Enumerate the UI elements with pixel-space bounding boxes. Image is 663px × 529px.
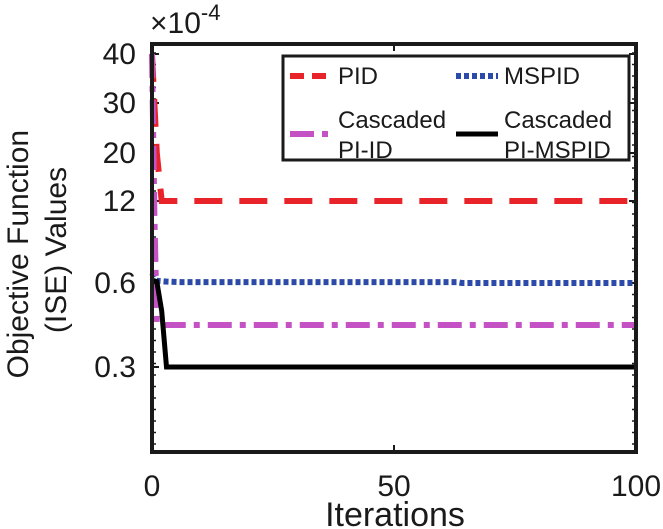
plot-frame [150, 42, 638, 454]
y-tick-labels: 40 30 20 12 0.6 0.3 [94, 38, 136, 384]
x-axis-title: Iterations [325, 496, 465, 529]
x-tick-label: 50 [377, 470, 410, 503]
y-tick-label: 30 [103, 87, 136, 120]
y-tick-label: 40 [103, 38, 136, 71]
series-mspid-line [149, 271, 636, 286]
y-tick-label: 0.3 [94, 351, 136, 384]
series-cascaded-pi-mspid-line [151, 277, 636, 370]
y-tick-label: 0.6 [94, 267, 136, 300]
legend: PID MSPID Cascaded PI-ID Cascaded PI-MSPID [281, 54, 631, 164]
y-axis-title: Objective Function (ISE) Values [2, 122, 73, 379]
x-tick-label: 100 [611, 470, 661, 503]
x-tick-labels: 0 50 100 [144, 470, 661, 503]
y-tick-label: 12 [103, 185, 136, 218]
y-tick-label: 20 [103, 137, 136, 170]
legend-label-cascaded-pi-mspid: Cascaded PI-MSPID [504, 107, 612, 164]
legend-box [281, 54, 631, 162]
legend-label-pid: PID [338, 63, 378, 90]
exponent-label: ×10-4 [150, 0, 220, 40]
legend-label-cascaded-pi-id: Cascaded PI-ID [338, 107, 446, 164]
legend-label-mspid: MSPID [504, 63, 580, 90]
x-tick-label: 0 [144, 470, 161, 503]
